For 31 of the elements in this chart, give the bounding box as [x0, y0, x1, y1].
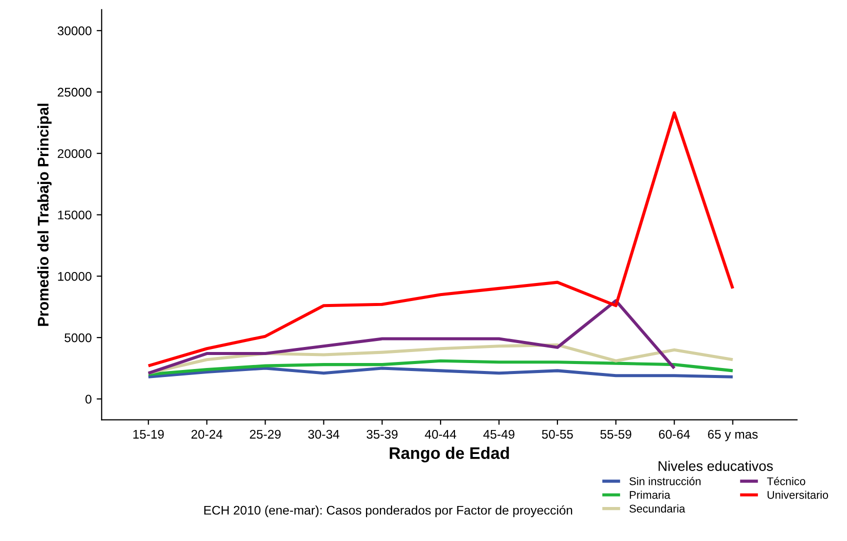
x-tick-label: 25-29 — [250, 430, 281, 439]
line-series — [146, 299, 676, 375]
text: ECH 2010 (ene-mar): Casos ponderados por Factor de proyección — [204, 505, 572, 518]
x-tick-label: 50-55 — [542, 430, 573, 439]
x-tick-label: 55-59 — [600, 430, 632, 439]
legend-title: Niveles educativos — [658, 460, 773, 471]
line-series — [146, 111, 734, 368]
legend-label: Primaria — [630, 490, 670, 499]
x-tick-label: 40-44 — [424, 430, 456, 439]
line-series — [146, 366, 734, 378]
legend-label: Sin instrucción — [629, 476, 701, 486]
y-tick-label: 5000 — [64, 333, 92, 342]
x-tick-label: 35-39 — [366, 430, 398, 439]
x-tick-label: 30-34 — [308, 430, 340, 439]
line-series — [146, 359, 734, 376]
y-tick-label: 25000 — [58, 88, 92, 97]
y-tick-label: 30000 — [58, 26, 92, 36]
x-axis-title: Rango de Edad — [390, 446, 509, 462]
y-tick-label: 20000 — [58, 149, 92, 158]
y-tick-label: 0 — [85, 394, 92, 404]
x-tick-label: 15-19 — [133, 430, 164, 439]
legend-label: Universitario — [768, 490, 828, 499]
y-tick-label: 10000 — [58, 272, 92, 281]
y-axis-title: Promedio del Trabajo Principal — [37, 104, 52, 326]
legend-label: Secundaria — [629, 504, 686, 513]
y-tick-label: 15000 — [58, 210, 92, 220]
x-tick-label: 65 y mas — [708, 430, 758, 442]
x-tick-label: 45-49 — [483, 430, 514, 439]
x-tick-label: 20-24 — [191, 430, 222, 439]
x-tick-label: 60-64 — [658, 430, 690, 439]
legend-label: Técnico — [767, 476, 806, 486]
